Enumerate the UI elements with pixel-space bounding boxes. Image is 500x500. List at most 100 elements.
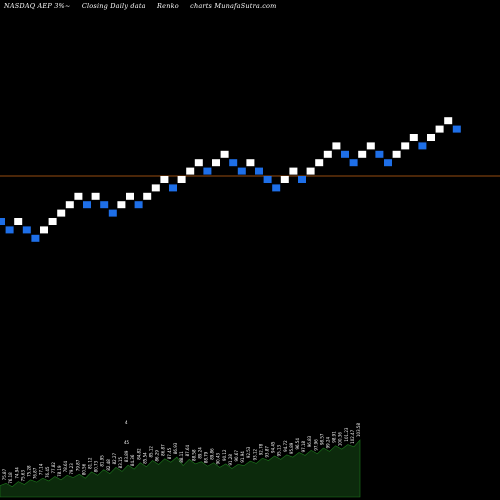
volume-label: 76.45 (45, 466, 50, 478)
renko-brick-up (186, 167, 195, 175)
renko-brick-down (237, 167, 246, 175)
volume-label: 84.82 (136, 448, 141, 460)
volume-label: 78.64 (63, 460, 68, 472)
renko-brick-up (427, 134, 435, 141)
volume-label: 80.56 (81, 463, 86, 475)
volume-label: 96.54 (295, 438, 300, 450)
volume-label: 86.93 (173, 442, 178, 454)
renko-brick-up (220, 150, 229, 158)
renko-brick-down (298, 176, 306, 183)
renko-brick-up (91, 192, 100, 200)
volume-label: 82.27 (112, 452, 117, 464)
volume-label: 76.87 (33, 467, 38, 479)
renko-brick-up (358, 150, 367, 158)
renko-brick-up (160, 176, 169, 183)
renko-brick-up (289, 167, 298, 175)
volume-label: 91.28 (228, 454, 233, 466)
renko-brick-up (117, 201, 126, 209)
renko-brick-down (341, 150, 349, 158)
renko-brick-up (48, 218, 57, 225)
volume-label: 97.96 (313, 439, 318, 451)
volume-label: 85.54 (142, 452, 147, 464)
chart-type-text: Renko (157, 2, 179, 10)
volume-label: 92.53 (246, 446, 251, 458)
renko-brick-down (100, 201, 109, 209)
renko-brick-down (349, 159, 358, 167)
symbol-text: NASDAQ AEP 3%~ (4, 2, 71, 10)
renko-brick-down (255, 167, 263, 175)
renko-brick-up (40, 226, 48, 234)
renko-brick-up (280, 176, 289, 183)
volume-label: 82.48 (106, 459, 111, 471)
volume-extra-label: 45 (124, 440, 130, 445)
volume-label: 88.79 (203, 451, 208, 463)
renko-brick-up (246, 159, 255, 167)
volume-label: 81.12 (88, 457, 93, 469)
volume-label: 83.89 (124, 450, 129, 462)
volume-label: 103.58 (356, 423, 361, 437)
volume-label: 98.57 (319, 433, 324, 445)
renko-brick-up (74, 192, 83, 200)
volume-label: 99.24 (325, 436, 330, 448)
volume-label: 79.87 (75, 459, 80, 471)
volume-label: 86.29 (155, 450, 160, 462)
volume-label: 83.15 (118, 456, 123, 468)
volume-label: 89.24 (197, 447, 202, 459)
volume-label: 100.36 (338, 432, 343, 446)
volume-label: 95.13 (277, 444, 282, 456)
volume-label: 85.12 (149, 446, 154, 458)
volume-label: 76.51 (0, 471, 1, 483)
volume-label: 95.89 (289, 442, 294, 454)
volume-label: 79.23 (69, 463, 74, 475)
renko-brick-down (0, 218, 5, 225)
volume-label: 88.11 (179, 451, 184, 463)
renko-brick-down (263, 176, 272, 183)
renko-brick-down (384, 159, 392, 167)
renko-brick-up (392, 150, 401, 158)
volume-label: 94.72 (283, 440, 288, 452)
renko-brick-up (323, 150, 332, 158)
volume-label: 77.14 (39, 463, 44, 475)
renko-brick-down (418, 142, 427, 150)
volume-label: 93.12 (252, 448, 257, 460)
volume-label: 96.83 (307, 435, 312, 447)
renko-brick-up (435, 125, 444, 133)
renko-brick-up (143, 192, 152, 200)
volume-label: 98.91 (332, 431, 337, 443)
renko-brick-down (272, 184, 281, 192)
volume-label: 75.87 (2, 468, 7, 480)
renko-brick-up (409, 134, 418, 141)
renko-brick-up (151, 184, 160, 192)
volume-label: 84.36 (130, 454, 135, 466)
renko-brick-up (126, 192, 134, 200)
renko-brick-down (203, 167, 212, 175)
renko-brick-up (315, 159, 324, 167)
renko-brick-up (177, 176, 186, 183)
renko-brick-up (401, 142, 410, 150)
volume-label: 77.82 (51, 462, 56, 474)
renko-brick-down (452, 125, 461, 133)
renko-brick-down (5, 226, 14, 234)
renko-brick-down (31, 234, 40, 242)
volume-label: 87.64 (185, 444, 190, 456)
volume-label: 90.12 (222, 449, 227, 461)
renko-brick-down (169, 184, 177, 192)
renko-brick-up (57, 209, 66, 217)
volume-label: 90.67 (234, 450, 239, 462)
chart-header: NASDAQ AEP 3%~ Closing Daily data Renko … (4, 2, 286, 10)
volume-label: 90.43 (216, 452, 221, 464)
volume-label: 75.63 (20, 470, 25, 482)
volume-label: 101.23 (344, 427, 349, 441)
volume-label: 78.19 (57, 465, 62, 477)
renko-brick-up (212, 159, 220, 167)
volume-label: 74.94 (14, 467, 19, 479)
volume-label: 93.87 (264, 446, 269, 458)
renko-brick-up (194, 159, 203, 167)
site-text: charts MunafaSutra.com (190, 2, 277, 10)
renko-brick-down (108, 209, 117, 217)
renko-brick-up (14, 218, 23, 225)
volume-label: 81.95 (100, 455, 105, 467)
renko-brick-down (22, 226, 31, 234)
description-text: Closing Daily data (81, 2, 146, 10)
